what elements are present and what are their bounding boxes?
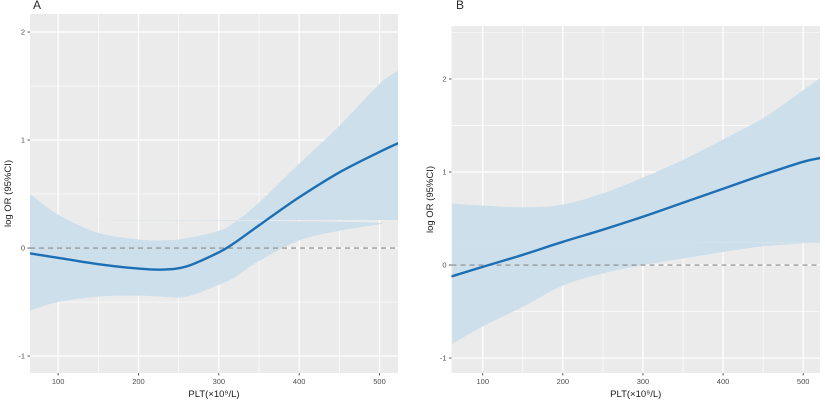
x-tick-label: 100 — [476, 377, 489, 386]
panel-a: 100 200 300 400 500 -1 0 1 2 PLT(×10⁹/L) log OR (9… — [3, 0, 398, 400]
confidence-band — [451, 78, 820, 345]
x-tick-label: 300 — [637, 377, 650, 386]
x-tick-label: 200 — [132, 377, 145, 386]
x-tick-label: 200 — [557, 377, 570, 386]
x-tick-label: 300 — [213, 377, 226, 386]
x-tick-label: 500 — [797, 377, 810, 386]
panel-letter: A — [33, 0, 41, 12]
y-axis-title: log OR (95%CI) — [425, 166, 436, 233]
panel-letter: B — [456, 0, 464, 12]
x-tick-label: 400 — [717, 377, 730, 386]
axis-ticks — [27, 31, 380, 376]
x-axis-title: PLT(×10⁹/L) — [610, 389, 661, 400]
y-tick-label: 0 — [442, 261, 446, 270]
y-tick-label: -1 — [440, 354, 447, 363]
x-tick-label: 400 — [293, 377, 306, 386]
y-axis-title: log OR (95%CI) — [3, 160, 14, 227]
confidence-band — [30, 70, 398, 311]
y-tick-label: 0 — [21, 244, 25, 253]
y-tick-label: 2 — [21, 28, 25, 37]
y-tick-label: 1 — [442, 168, 446, 177]
y-tick-label: -1 — [18, 352, 25, 361]
x-tick-label: 100 — [52, 377, 65, 386]
fit-line — [451, 156, 820, 278]
x-tick-label: 500 — [373, 377, 386, 386]
fit-line — [30, 142, 398, 271]
axis-ticks — [449, 78, 804, 376]
y-tick-label: 2 — [442, 75, 446, 84]
y-tick-label: 1 — [21, 136, 25, 145]
x-axis-title: PLT(×10⁹/L) — [188, 389, 239, 400]
